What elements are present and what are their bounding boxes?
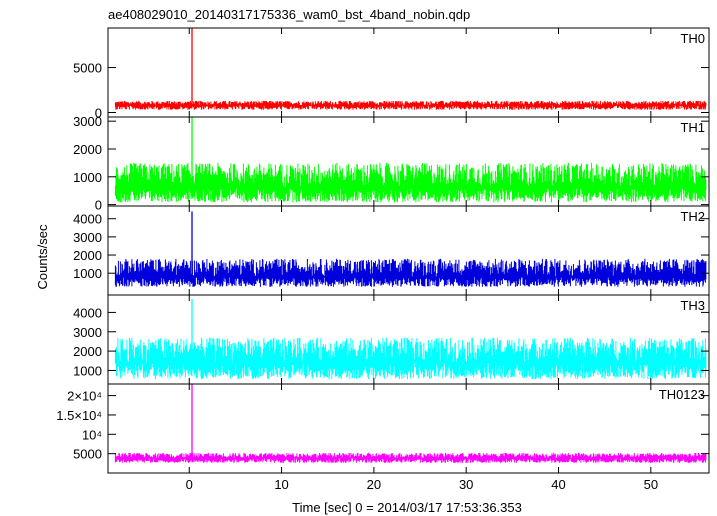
panel-th0123: 5000 10⁴ 1.5×10⁴ 2×10⁴ 0 10 20 30 40 50 TH0123 xyxy=(56,383,710,492)
y-tick-label: 5000 xyxy=(73,61,102,76)
panel-th0: 0 5000 TH0 xyxy=(73,27,710,121)
panel-th1: 0 1000 2000 3000 TH1 xyxy=(73,114,710,213)
panel-label: TH2 xyxy=(680,209,705,224)
y-tick-label: 4000 xyxy=(73,212,102,227)
series-line-th2 xyxy=(114,258,707,287)
y-tick-label: 2000 xyxy=(73,344,102,359)
y-tick-label: 3000 xyxy=(73,325,102,340)
panel-frame xyxy=(107,383,710,474)
y-tick-label: 1000 xyxy=(73,363,102,378)
y-tick-label: 4000 xyxy=(73,305,102,320)
y-tick-label: 1.5×10⁴ xyxy=(56,408,102,423)
y-axis-label: Counts/sec xyxy=(35,224,50,290)
panel-th3: 1000 2000 3000 4000 TH3 xyxy=(73,294,710,385)
panel-label: TH3 xyxy=(680,298,705,313)
series-line-th0 xyxy=(114,100,707,110)
x-tick-label: 10 xyxy=(274,477,288,492)
series-line-th1 xyxy=(114,162,707,203)
y-tick-label: 2000 xyxy=(73,248,102,263)
x-tick-label: 20 xyxy=(367,477,381,492)
x-tick-label: 0 xyxy=(186,477,193,492)
x-tick-label: 30 xyxy=(459,477,473,492)
series-line-th3 xyxy=(114,337,707,380)
chart-title: ae408029010_20140317175336_wam0_bst_4ban… xyxy=(108,7,470,22)
y-tick-label: 1000 xyxy=(73,170,102,185)
y-tick-label: 10⁴ xyxy=(82,427,102,442)
y-tick-label: 1000 xyxy=(73,266,102,281)
y-tick-label: 5000 xyxy=(73,447,102,462)
y-tick-label: 2×10⁴ xyxy=(67,389,102,404)
y-tick-label: 0 xyxy=(95,106,102,121)
x-tick-label: 40 xyxy=(551,477,565,492)
panel-label: TH0 xyxy=(680,31,705,46)
panel-label: TH1 xyxy=(680,120,705,135)
panel-label: TH0123 xyxy=(659,387,705,402)
y-tick-label: 3000 xyxy=(73,114,102,129)
x-tick-label: 50 xyxy=(644,477,658,492)
panel-th2: 1000 2000 3000 4000 TH2 xyxy=(73,205,710,296)
series-line-th0123 xyxy=(114,452,707,463)
y-tick-label: 0 xyxy=(95,198,102,213)
y-tick-label: 3000 xyxy=(73,230,102,245)
y-tick-label: 2000 xyxy=(73,142,102,157)
x-axis-label: Time [sec] 0 = 2014/03/17 17:53:36.353 xyxy=(292,500,522,515)
